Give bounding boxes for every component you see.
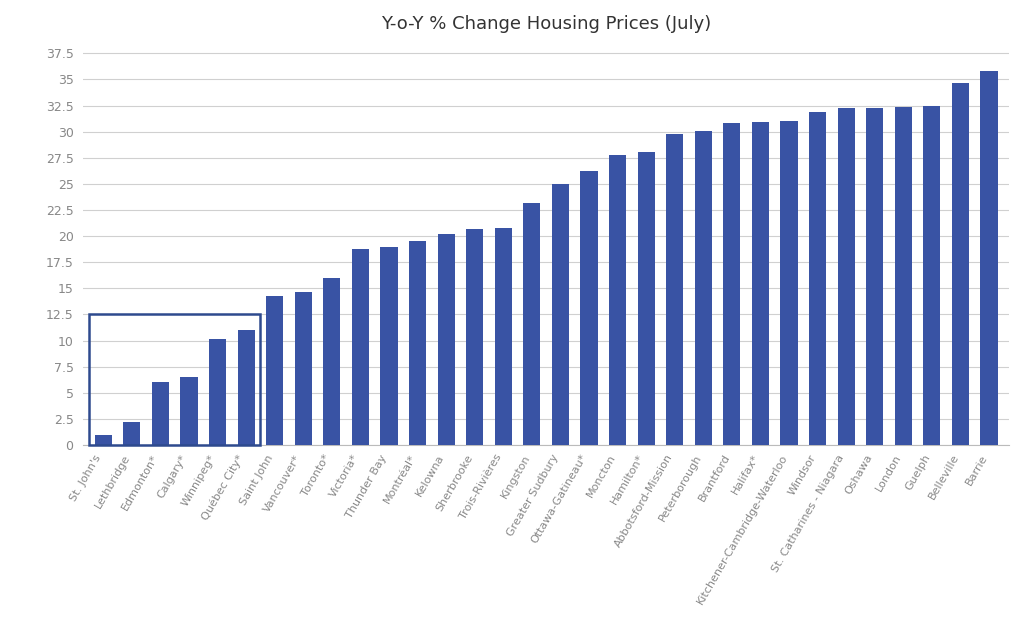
Bar (609, 155, 626, 445)
Bar (266, 296, 284, 445)
Bar (180, 377, 198, 445)
Bar (409, 242, 426, 445)
Bar (838, 107, 855, 445)
Bar (95, 435, 112, 445)
Bar (980, 71, 997, 445)
Title: Y-o-Y % Change Housing Prices (July): Y-o-Y % Change Housing Prices (July) (381, 15, 712, 33)
Bar (437, 234, 455, 445)
Bar (895, 107, 911, 445)
Bar (952, 83, 969, 445)
Bar (209, 338, 226, 445)
Bar (924, 106, 940, 445)
Bar (752, 122, 769, 445)
Bar (694, 130, 712, 445)
Bar (581, 171, 598, 445)
Bar (466, 229, 483, 445)
Bar (552, 184, 569, 445)
Bar (381, 247, 397, 445)
Bar (123, 422, 140, 445)
Bar (780, 121, 798, 445)
Bar (809, 112, 826, 445)
Bar (723, 124, 740, 445)
Bar (238, 330, 255, 445)
Bar (866, 107, 884, 445)
Bar (523, 202, 541, 445)
Bar (324, 278, 340, 445)
Bar (495, 228, 512, 445)
Bar (295, 291, 312, 445)
Bar (638, 152, 654, 445)
Bar (152, 383, 169, 445)
Bar (667, 134, 683, 445)
Bar (352, 248, 369, 445)
Bar (89, 314, 260, 445)
